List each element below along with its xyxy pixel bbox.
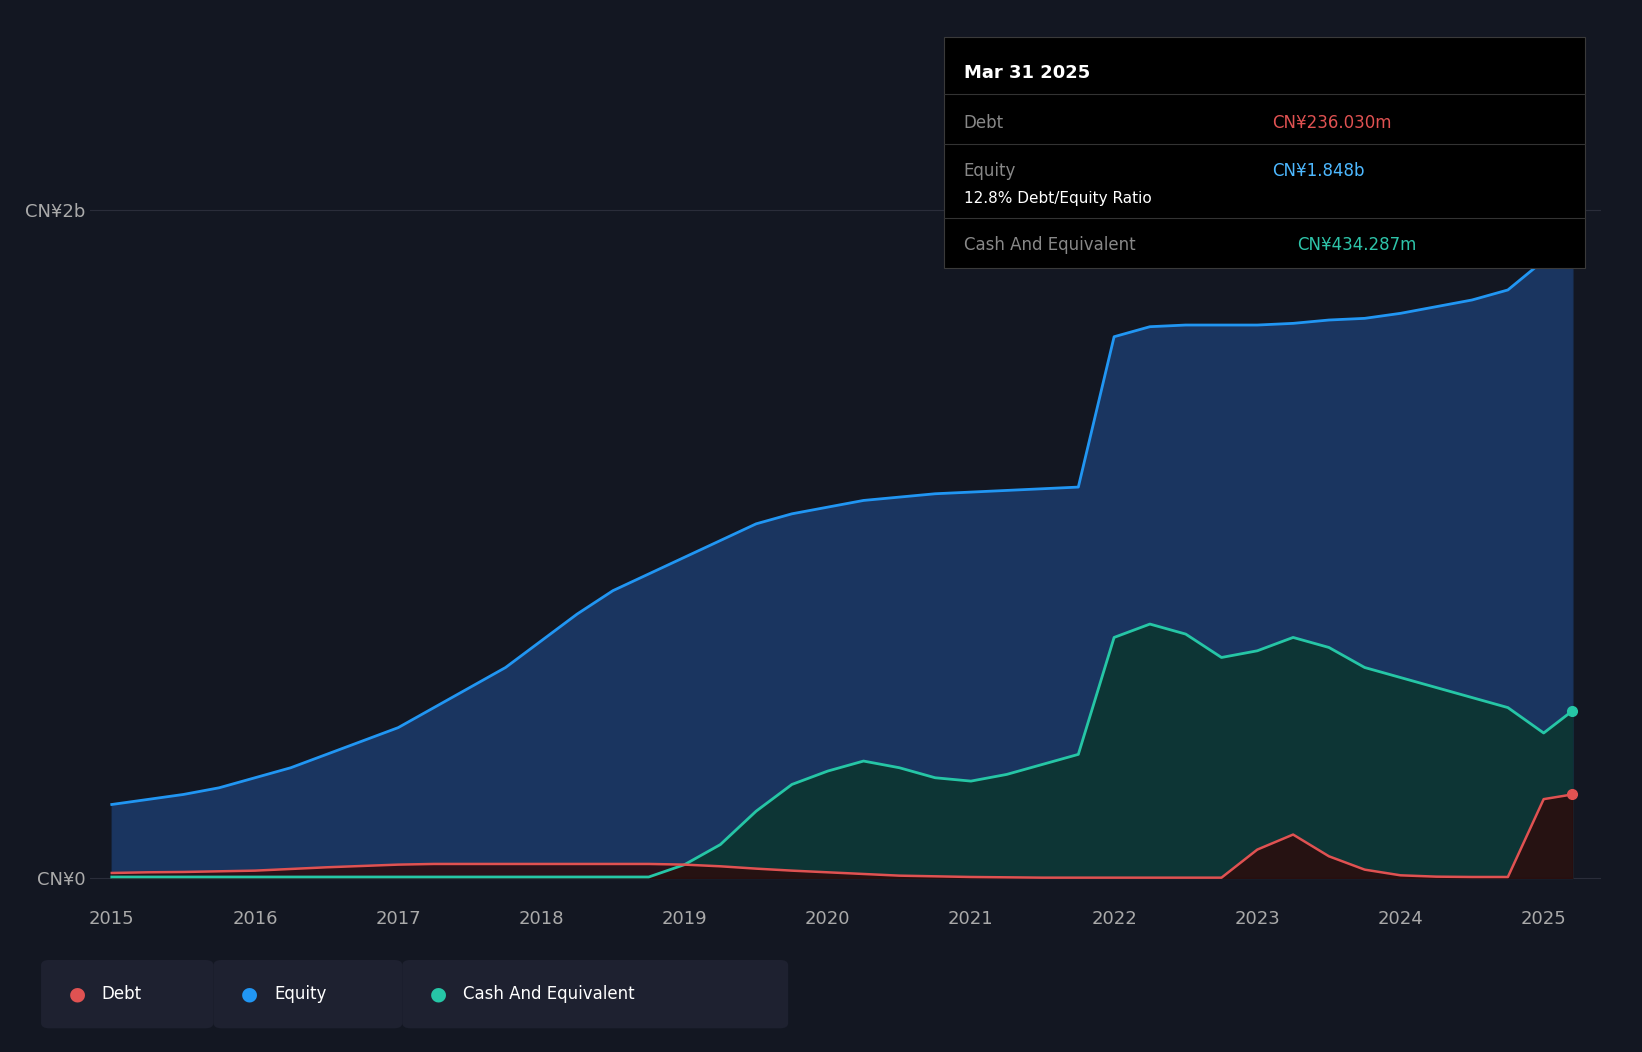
Text: CN¥434.287m: CN¥434.287m — [1297, 236, 1417, 255]
Text: Debt: Debt — [964, 114, 1003, 133]
Text: ●: ● — [241, 985, 258, 1004]
Text: Mar 31 2025: Mar 31 2025 — [964, 63, 1090, 82]
Text: Equity: Equity — [964, 162, 1016, 181]
Text: Equity: Equity — [274, 985, 327, 1004]
Text: Cash And Equivalent: Cash And Equivalent — [964, 236, 1136, 255]
Text: CN¥1.848b: CN¥1.848b — [1273, 162, 1365, 181]
Text: ●: ● — [430, 985, 447, 1004]
Text: Cash And Equivalent: Cash And Equivalent — [463, 985, 635, 1004]
Text: 12.8% Debt/Equity Ratio: 12.8% Debt/Equity Ratio — [964, 191, 1151, 206]
Text: CN¥236.030m: CN¥236.030m — [1273, 114, 1392, 133]
Text: Debt: Debt — [102, 985, 141, 1004]
Text: ●: ● — [69, 985, 85, 1004]
